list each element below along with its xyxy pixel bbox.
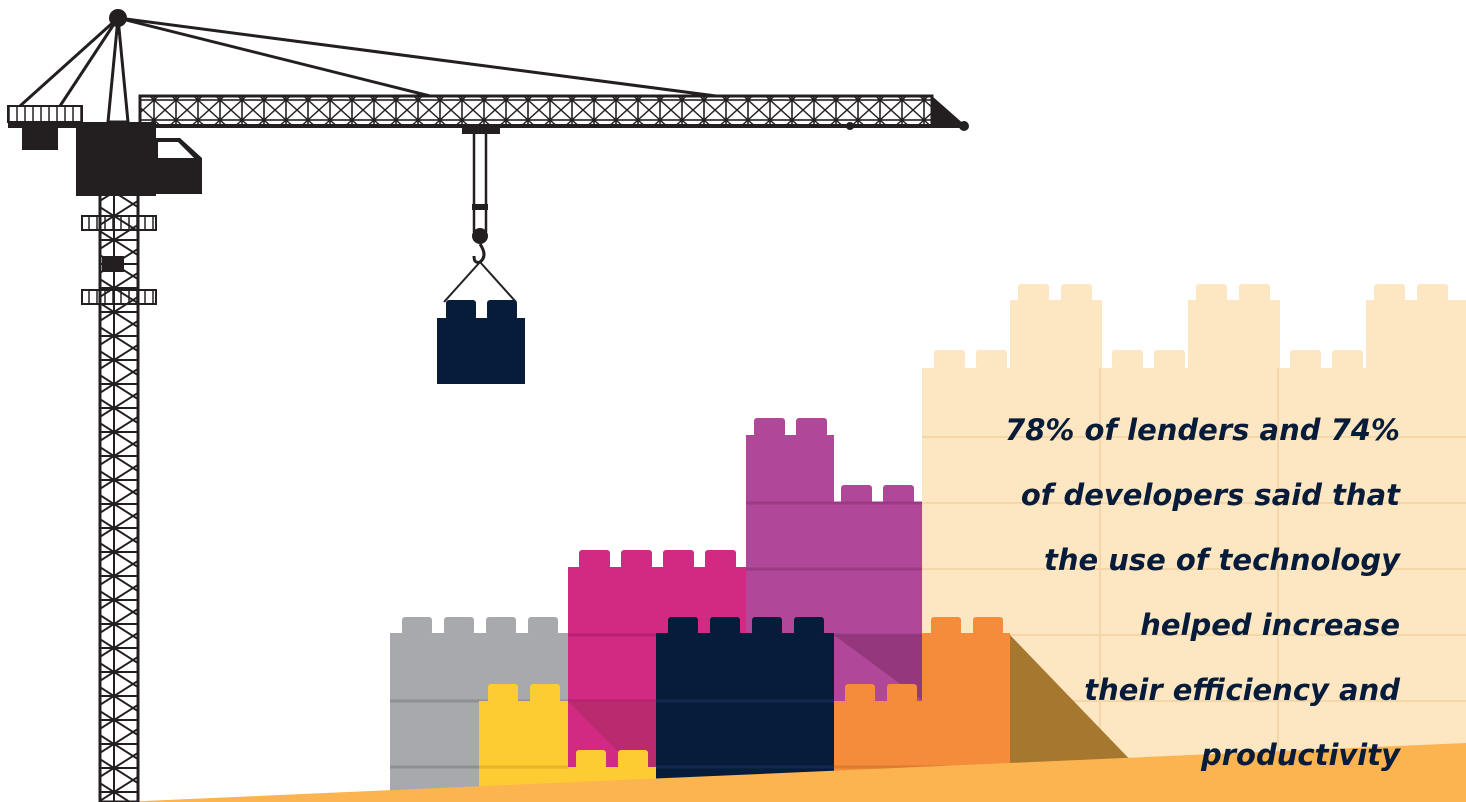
- statistic-line: of developers said that: [1020, 478, 1400, 512]
- tower-crane-icon: [7, 9, 969, 802]
- statistic-line: 78% of lenders and 74%: [1005, 413, 1400, 447]
- statistic-text: 78% of lenders and 74% of developers sai…: [900, 398, 1400, 788]
- statistic-line: helped increase: [1140, 608, 1400, 642]
- background-wall-lines: [922, 368, 1466, 800]
- statistic-line: productivity: [1201, 738, 1400, 772]
- statistic-line: their efficiency and: [1084, 673, 1400, 707]
- hanging-brick-icon: [437, 300, 525, 384]
- statistic-line: the use of technology: [1043, 543, 1400, 577]
- ground-strip: [120, 743, 1466, 802]
